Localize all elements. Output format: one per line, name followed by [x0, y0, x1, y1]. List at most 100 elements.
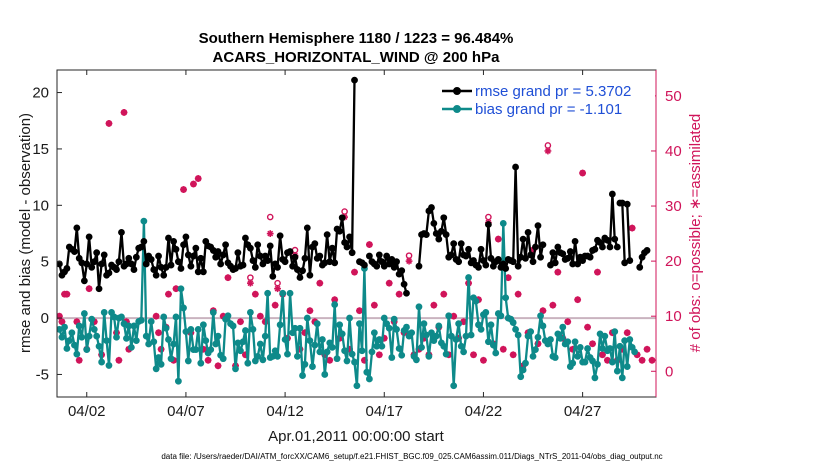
rmse-point — [251, 263, 259, 271]
rmse-point — [274, 263, 281, 271]
rmse-point — [519, 235, 527, 243]
asterisk-stroke — [579, 170, 586, 176]
bias-point — [130, 322, 138, 330]
bias-point — [237, 347, 244, 355]
y-left-tick-label: 20 — [32, 85, 49, 102]
bias-point — [242, 327, 249, 334]
obs-assimilated-point — [430, 301, 438, 309]
rmse-point — [118, 228, 125, 236]
bias-point — [569, 359, 577, 367]
bias-point — [492, 349, 500, 357]
bias-point — [127, 343, 135, 351]
bias-point — [78, 333, 86, 341]
rmse-point — [604, 236, 611, 244]
rmse-point — [532, 243, 539, 251]
bias-point — [246, 309, 254, 316]
rmse-point — [529, 258, 537, 266]
plot-inner — [57, 76, 656, 390]
rmse-point — [303, 224, 311, 232]
asterisk-stroke — [326, 357, 333, 364]
bias-point — [229, 322, 237, 330]
rmse-point — [301, 254, 309, 262]
bias-point — [346, 314, 353, 322]
rmse-point — [383, 252, 391, 260]
bias-point — [547, 336, 554, 343]
bias-point — [348, 350, 356, 358]
rmse-point — [57, 260, 63, 268]
y-right-tick-label: 50 — [665, 88, 682, 105]
bias-point — [408, 329, 416, 337]
bias-point — [113, 333, 120, 341]
asterisk-stroke — [639, 357, 646, 364]
bias-point — [631, 348, 638, 356]
bias-point — [311, 341, 319, 349]
rmse-point — [269, 272, 277, 280]
bias-point — [432, 332, 440, 340]
rmse-point — [140, 237, 148, 245]
rmse-point — [440, 214, 448, 222]
obs-assimilated-point — [152, 312, 160, 320]
legend-rmse-marker — [453, 87, 461, 95]
rmse-point — [586, 253, 594, 261]
rmse-point — [98, 260, 106, 268]
legend-rmse-label: rmse grand pr = 5.3702 — [475, 83, 631, 100]
rmse-point — [95, 285, 103, 293]
obs-assimilated-point — [638, 356, 646, 364]
bias-point — [293, 353, 301, 360]
bias-point — [256, 340, 264, 348]
obs-assimilated-point — [115, 356, 123, 364]
bias-point — [428, 329, 435, 337]
rmse-point — [85, 233, 93, 241]
obs-assimilated-point — [589, 340, 596, 348]
obs-assimilated-point — [579, 169, 587, 177]
bias-point — [460, 348, 468, 356]
bias-point — [589, 357, 596, 365]
bias-point — [281, 336, 289, 343]
obs-assimilated-point — [544, 147, 552, 155]
rmse-point — [150, 266, 158, 273]
obs-assimilated-point — [120, 109, 128, 116]
rmse-point — [537, 253, 544, 261]
rmse-point — [351, 76, 358, 84]
rmse-point — [336, 227, 344, 235]
asterisk-stroke — [604, 357, 611, 364]
obs-assimilated-point — [440, 290, 448, 298]
asterisk-stroke — [115, 357, 122, 364]
rmse-point — [375, 251, 383, 259]
bias-point — [534, 333, 542, 341]
bias-point — [385, 324, 393, 332]
asterisk-stroke — [215, 362, 222, 369]
rmse-point — [566, 248, 574, 255]
chart-title-line1: Southern Hemisphere 1180 / 1223 = 96.484… — [199, 30, 514, 47]
rmse-point — [311, 240, 319, 248]
bias-point — [465, 274, 472, 281]
bias-point — [296, 324, 304, 332]
rmse-point — [450, 240, 458, 248]
rmse-point — [482, 261, 490, 269]
bias-point — [608, 358, 616, 366]
rmse-point — [254, 241, 262, 249]
rmse-point — [509, 258, 517, 266]
rmse-point — [160, 271, 168, 279]
bias-point — [71, 341, 78, 349]
asterisk-stroke — [396, 291, 403, 298]
bias-point — [80, 310, 88, 317]
rmse-point — [415, 262, 423, 270]
rmse-point — [643, 247, 651, 254]
rmse-point — [197, 254, 205, 262]
bias-point — [261, 332, 269, 340]
bias-point — [98, 358, 106, 366]
asterisk-stroke — [247, 280, 254, 287]
obs-assimilated-point — [574, 296, 582, 304]
rmse-point — [462, 252, 470, 260]
asterisk-stroke — [257, 313, 264, 320]
bias-point — [442, 350, 450, 358]
obs-assimilated-point — [385, 279, 393, 287]
rmse-point — [455, 258, 463, 266]
asterisk-stroke — [274, 285, 281, 292]
obs-assimilated-point — [628, 224, 636, 232]
obs-assimilated-point — [356, 307, 363, 315]
obs-assimilated-point — [450, 312, 458, 320]
rmse-point — [222, 241, 229, 249]
bias-point — [301, 360, 309, 368]
